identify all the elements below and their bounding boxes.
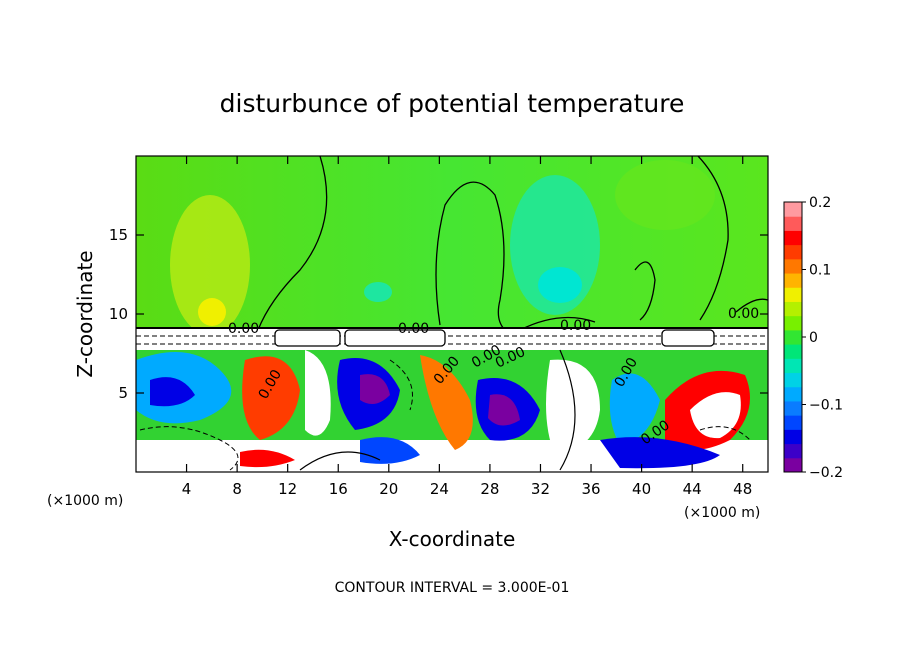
field-blob [690, 392, 741, 439]
colorbar-swatch [784, 386, 802, 402]
x-tick-label: 44 [683, 480, 702, 498]
contour-line [299, 451, 381, 471]
contour-label: 0.00 [398, 321, 429, 337]
warm-patch [198, 298, 226, 326]
contour-label: 0.00 [728, 306, 759, 322]
colorbar-swatch [784, 230, 802, 246]
colorbar-tick-label: 0.2 [809, 195, 831, 211]
cool-patch [364, 282, 392, 302]
x-tick-label: 16 [329, 480, 348, 498]
colorbar-tick-label: 0 [809, 330, 818, 346]
y-tick-label: 5 [118, 384, 128, 402]
colorbar-swatch [784, 358, 802, 374]
colorbar-swatch [784, 415, 802, 430]
x-tick-label: 32 [531, 480, 550, 498]
x-tick-label: 36 [581, 480, 600, 498]
cool-patch [538, 267, 582, 303]
y-axis: 5 10 15 [109, 226, 768, 402]
contour-label: 0.00 [560, 318, 591, 334]
contour-line [435, 181, 506, 331]
inversion-box [661, 329, 715, 347]
contour-label: 0.00 [228, 321, 259, 337]
colorbar-swatch [784, 372, 802, 388]
inversion-box [344, 329, 446, 347]
chart-title: disturbunce of potential temperature [220, 89, 685, 118]
colorbar-swatch [784, 273, 802, 288]
colorbar: 0.2 0.1 0 −0.1 −0.2 [784, 195, 843, 481]
x-tick-label: 20 [379, 480, 398, 498]
colorbar-swatch [784, 429, 802, 445]
field-blob [360, 374, 390, 404]
contour-line [257, 156, 328, 331]
x-tick-label: 4 [182, 480, 192, 498]
field-blob [600, 437, 720, 469]
colorbar-swatch [784, 443, 802, 459]
x-tick-label: 8 [232, 480, 242, 498]
x-tick-label: 40 [632, 480, 651, 498]
contour-line [697, 156, 729, 321]
field-blob [242, 356, 300, 440]
warm-patch [615, 160, 715, 230]
y-tick-label: 10 [109, 305, 128, 323]
field-blob [240, 449, 295, 468]
negative-contour [139, 426, 239, 471]
colorbar-swatch [784, 216, 802, 231]
contour-line [559, 349, 576, 471]
contour-line [735, 298, 768, 313]
x-tick-label: 28 [480, 480, 499, 498]
colorbar-frame [783, 201, 803, 473]
field-blob [305, 350, 331, 436]
y-tick-label: 15 [109, 226, 128, 244]
x-axis-label: X-coordinate [389, 527, 516, 551]
negative-contour [699, 426, 751, 441]
field-blob [609, 373, 660, 445]
y-unit-label: (×1000 m) [47, 493, 123, 509]
colorbar-tick-label: −0.2 [809, 465, 843, 481]
colorbar-swatch [784, 244, 802, 260]
contour-interval-note: CONTOUR INTERVAL = 3.000E-01 [335, 580, 570, 596]
colorbar-tick-label: 0.1 [809, 263, 831, 279]
field-blob [420, 355, 473, 450]
colorbar-swatch [784, 400, 802, 416]
field-blob [150, 377, 195, 407]
inversion-box [274, 329, 341, 347]
colorbar-swatch [784, 344, 802, 359]
x-tick-label: 48 [733, 480, 752, 498]
colorbar-swatch [784, 315, 802, 331]
field-blob [488, 394, 520, 426]
x-tick-label: 24 [430, 480, 449, 498]
field-blob [546, 359, 600, 455]
y-axis-label: Z-coordinate [73, 250, 97, 377]
warm-patch [170, 195, 250, 335]
colorbar-swatch [784, 202, 802, 217]
plot-area [136, 156, 768, 472]
colorbar-swatch [784, 287, 802, 302]
colorbar-swatch [784, 301, 802, 317]
colorbar-swatch [784, 258, 802, 274]
x-tick-label: 12 [278, 480, 297, 498]
colorbar-swatch [784, 329, 802, 345]
x-axis: 4 8 12 16 20 24 28 32 36 40 44 48 [182, 156, 752, 498]
colorbar-swatch [784, 457, 802, 473]
colorbar-tick-label: −0.1 [809, 398, 843, 414]
contour-line [634, 261, 656, 321]
x-unit-label: (×1000 m) [684, 505, 760, 521]
contour-line [519, 316, 596, 331]
